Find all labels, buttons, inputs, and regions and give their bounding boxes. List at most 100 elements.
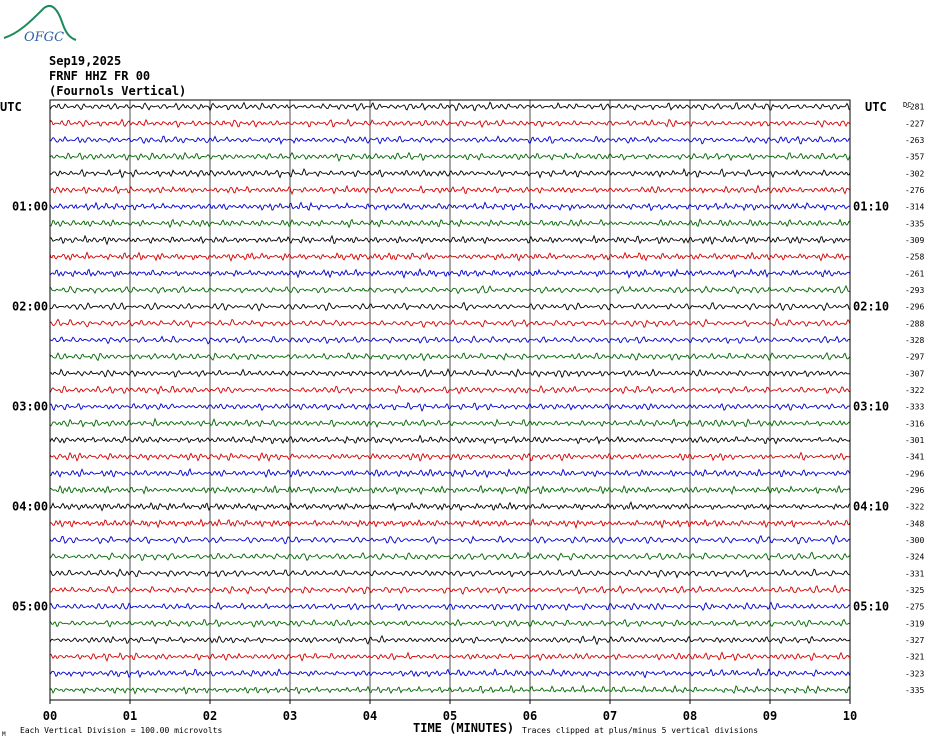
trace-line [49, 534, 851, 545]
dc-offset-label: -324 [905, 553, 924, 562]
dc-offset-label: -227 [905, 119, 924, 128]
trace-line [49, 401, 851, 413]
trace-line [49, 318, 851, 329]
dc-offset-label: -316 [905, 419, 924, 428]
x-axis-title: TIME (MINUTES) [413, 721, 514, 735]
dc-offset-label: -301 [905, 436, 924, 445]
logo-text: OFGC [24, 30, 64, 45]
dc-offset-label: -321 [905, 653, 924, 662]
dc-offset-label: -296 [905, 486, 924, 495]
dc-offset-label: -263 [905, 136, 924, 145]
dc-offset-label: -322 [905, 386, 924, 395]
dc-offset-label: -297 [905, 353, 924, 362]
x-tick-label: 01 [123, 709, 137, 723]
record-date: Sep19,2025 [49, 54, 122, 68]
trace-line [49, 417, 851, 429]
footnote-left: Each Vertical Division = 100.00 microvol… [20, 726, 222, 735]
trace-line [49, 184, 851, 196]
dc-offset-label: -331 [905, 569, 924, 578]
right-hour-labels: 01:10 02:10 03:10 04:10 05:10 [853, 200, 889, 614]
left-hour-label: 05:00 [12, 600, 48, 614]
ofgc-logo: OFGC [3, 4, 77, 45]
dc-offset-labels: -281 -227 -263 -357 -302 -276 -314 -335 -309 -258… [905, 103, 924, 695]
trace-line [49, 618, 851, 628]
dc-offset-label: -328 [905, 336, 924, 345]
right-hour-label: 02:10 [853, 300, 889, 314]
dc-offset-label: -293 [905, 286, 924, 295]
right-hour-label: 04:10 [853, 500, 889, 514]
right-utc-label: UTC [865, 100, 887, 114]
dc-offset-label: -261 [905, 269, 924, 278]
x-tick-label: 09 [763, 709, 777, 723]
right-hour-label: 03:10 [853, 400, 889, 414]
dc-offset-label: -288 [905, 319, 924, 328]
right-hour-label: 05:10 [853, 600, 889, 614]
grid-lines [129, 100, 771, 700]
left-utc-label: UTC [0, 100, 22, 114]
dc-offset-label: -307 [905, 369, 924, 378]
trace-line [49, 467, 851, 479]
left-hour-labels: 01:00 02:00 03:00 04:00 05:00 [12, 200, 48, 614]
corner-mark: M [2, 731, 6, 738]
dc-offset-label: -258 [905, 253, 924, 262]
x-tick-label: 02 [203, 709, 217, 723]
trace-line [49, 651, 851, 662]
dc-offset-label: -296 [905, 303, 924, 312]
left-hour-label: 02:00 [12, 300, 48, 314]
dc-offset-label: -302 [905, 169, 924, 178]
dc-offset-label: -341 [905, 453, 924, 462]
trace-line [49, 634, 851, 646]
dc-offset-label: -296 [905, 469, 924, 478]
right-hour-label: 01:10 [853, 200, 889, 214]
dc-offset-label: -309 [905, 236, 924, 245]
x-tick-label: 04 [363, 709, 377, 723]
dc-offset-label: -281 [905, 103, 924, 112]
dc-header: DC [903, 101, 911, 109]
trace-line [49, 551, 851, 562]
dc-offset-label: -348 [905, 519, 924, 528]
trace-line [49, 218, 851, 229]
trace-line [49, 684, 851, 695]
trace-line [49, 167, 851, 179]
trace-line [49, 251, 851, 262]
left-hour-label: 01:00 [12, 200, 48, 214]
trace-line [49, 484, 851, 496]
dc-offset-label: -275 [905, 603, 924, 612]
x-tick-label: 10 [843, 709, 857, 723]
left-hour-label: 04:00 [12, 500, 48, 514]
trace-line [49, 568, 851, 579]
trace-line [49, 268, 851, 279]
x-tick-label: 07 [603, 709, 617, 723]
station-location: (Fournols Vertical) [49, 84, 187, 98]
x-tick-label: 06 [523, 709, 537, 723]
trace-line [49, 301, 851, 312]
seismic-traces [49, 101, 851, 695]
trace-line [49, 101, 851, 112]
trace-line [49, 518, 851, 530]
dc-offset-label: -323 [905, 669, 924, 678]
dc-offset-label: -319 [905, 619, 924, 628]
footnote-right: Traces clipped at plus/minus 5 vertical … [522, 726, 758, 735]
trace-line [49, 384, 851, 395]
trace-line [49, 451, 851, 463]
dc-offset-label: -357 [905, 153, 924, 162]
trace-line [49, 351, 851, 362]
dc-offset-label: -325 [905, 586, 924, 595]
x-tick-label: 05 [443, 709, 457, 723]
trace-line [49, 284, 851, 295]
dc-offset-label: -327 [905, 636, 924, 645]
dc-offset-label: -300 [905, 536, 924, 545]
trace-line [49, 234, 851, 246]
dc-offset-label: -335 [905, 219, 924, 228]
dc-offset-label: -276 [905, 186, 924, 195]
trace-line [49, 501, 851, 512]
x-tick-labels: 00 01 02 03 04 05 06 07 08 09 10 [43, 700, 857, 723]
trace-line [49, 434, 851, 445]
station-code: FRNF HHZ FR 00 [49, 69, 151, 83]
x-tick-label: 00 [43, 709, 57, 723]
trace-line [49, 135, 851, 146]
logo-swoosh [3, 4, 77, 41]
trace-line [49, 584, 851, 595]
trace-line [49, 118, 851, 129]
